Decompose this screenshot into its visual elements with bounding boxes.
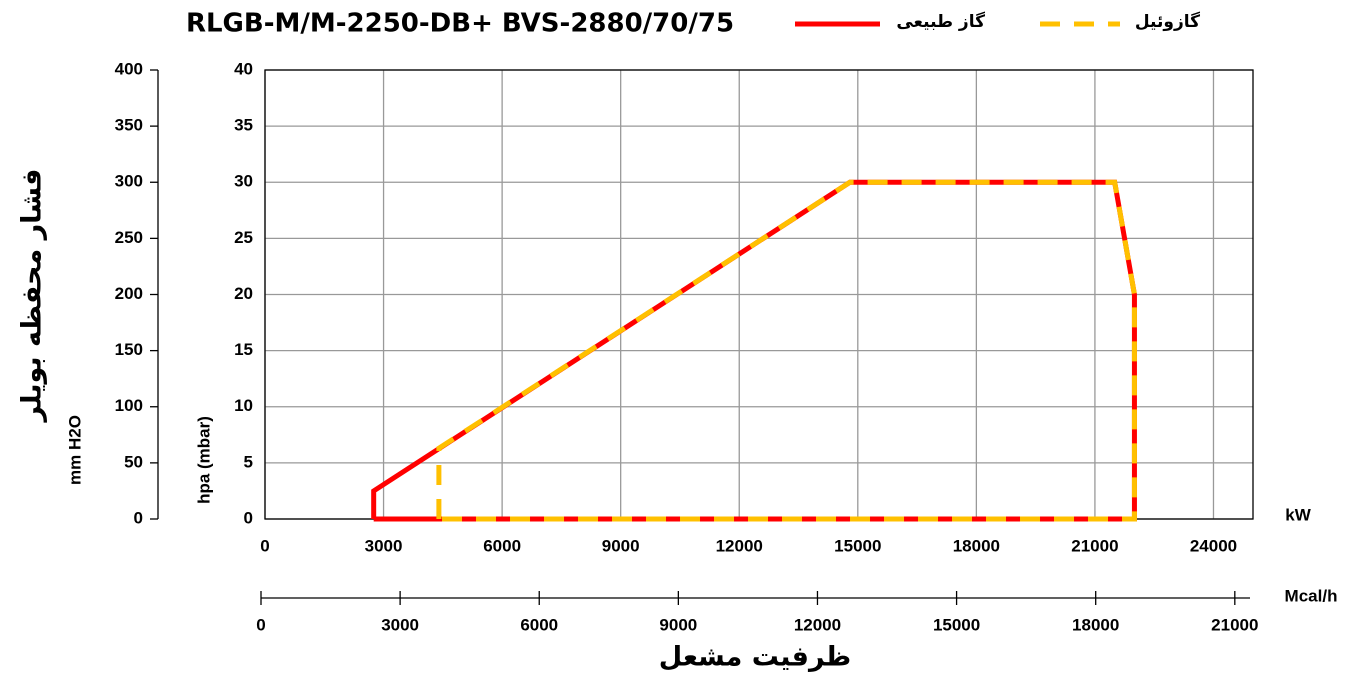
left-tick-label: 400: [115, 59, 143, 78]
left-tick-label: 0: [134, 508, 143, 527]
left-tick-label: 50: [124, 452, 143, 471]
left-tick-label: 250: [115, 228, 143, 247]
bottom-tick-label: 3000: [381, 615, 419, 634]
y-tick-label: 30: [234, 172, 253, 191]
x-tick-label: 3000: [365, 536, 403, 555]
bottom-tick-label: 15000: [933, 615, 980, 634]
left-axis-unit: mm H2O: [65, 415, 84, 485]
x-axis-title: ظرفیت مشعل: [659, 642, 851, 673]
x-tick-label: 12000: [716, 536, 763, 555]
x-tick-label: 6000: [483, 536, 521, 555]
legend-label: گازوئیل: [1135, 11, 1200, 32]
y-tick-label: 10: [234, 396, 253, 415]
bottom-tick-label: 12000: [794, 615, 841, 634]
left-tick-label: 350: [115, 116, 143, 135]
bottom-tick-label: 9000: [659, 615, 697, 634]
y-tick-label: 20: [234, 284, 253, 303]
bottom-tick-label: 21000: [1211, 615, 1258, 634]
y-tick-label: 40: [234, 59, 253, 78]
x-tick-label: 24000: [1190, 536, 1237, 555]
y-tick-label: 35: [234, 116, 253, 135]
y-axis-title: فشار محفظه بویلر: [17, 169, 48, 424]
x-axis-unit: kW: [1285, 505, 1311, 524]
left-tick-label: 300: [115, 172, 143, 191]
bottom-tick-label: 18000: [1072, 615, 1119, 634]
x-tick-label: 9000: [602, 536, 640, 555]
bottom-tick-label: 0: [256, 615, 265, 634]
x-tick-label: 21000: [1071, 536, 1118, 555]
left-tick-label: 100: [115, 396, 143, 415]
x-tick-label: 15000: [834, 536, 881, 555]
legend-label: گاز طبیعی: [896, 11, 985, 32]
bottom-axis-unit: Mcal/h: [1285, 586, 1338, 605]
left-tick-label: 200: [115, 284, 143, 303]
x-tick-label: 0: [260, 536, 269, 555]
y-tick-label: 15: [234, 340, 253, 359]
y-tick-label: 25: [234, 228, 253, 247]
chart-title: RLGB-M/M-2250-DB+ BVS-2880/70/75: [186, 9, 734, 39]
y-tick-label: 0: [244, 508, 253, 527]
bottom-tick-label: 6000: [520, 615, 558, 634]
left-tick-label: 150: [115, 340, 143, 359]
y-tick-label: 5: [244, 452, 253, 471]
x-tick-label: 18000: [953, 536, 1000, 555]
y-axis-unit: hpa (mbar): [194, 416, 213, 504]
series-line: [436, 179, 1137, 522]
